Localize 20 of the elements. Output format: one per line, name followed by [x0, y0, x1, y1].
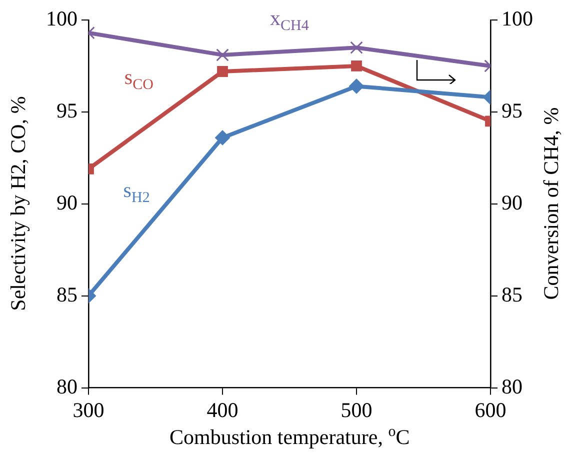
y-tick-label: 100: [46, 6, 78, 31]
y-tick-label: 90: [56, 190, 78, 214]
y2-tick-label: 85: [502, 282, 522, 306]
y-tick-label: 85: [56, 282, 78, 306]
x-tick-label: 400: [206, 398, 238, 422]
y2-tick-label: 100: [502, 6, 533, 31]
y2-axis-title: Conversion of CH4, %: [538, 108, 562, 300]
series-label: s$_{H2}$: [123, 178, 150, 206]
series-label: x$_{CH4}$: [270, 6, 309, 34]
y2-tick-label: 90: [502, 190, 522, 214]
x-tick-label: 600: [474, 398, 506, 422]
x-tick-label: 300: [72, 398, 104, 422]
y-tick-label: 80: [56, 374, 78, 398]
x-axis-title: Combustion temperature, $^{o}$C: [170, 424, 410, 448]
y2-tick-label: 80: [502, 374, 522, 398]
y2-tick-label: 95: [502, 98, 522, 122]
y-tick-label: 95: [56, 98, 78, 122]
y-axis-title: Selectivity by H2, CO, %: [5, 96, 30, 312]
series-label: s$_{CO}$: [124, 65, 154, 94]
x-tick-label: 500: [340, 398, 372, 422]
